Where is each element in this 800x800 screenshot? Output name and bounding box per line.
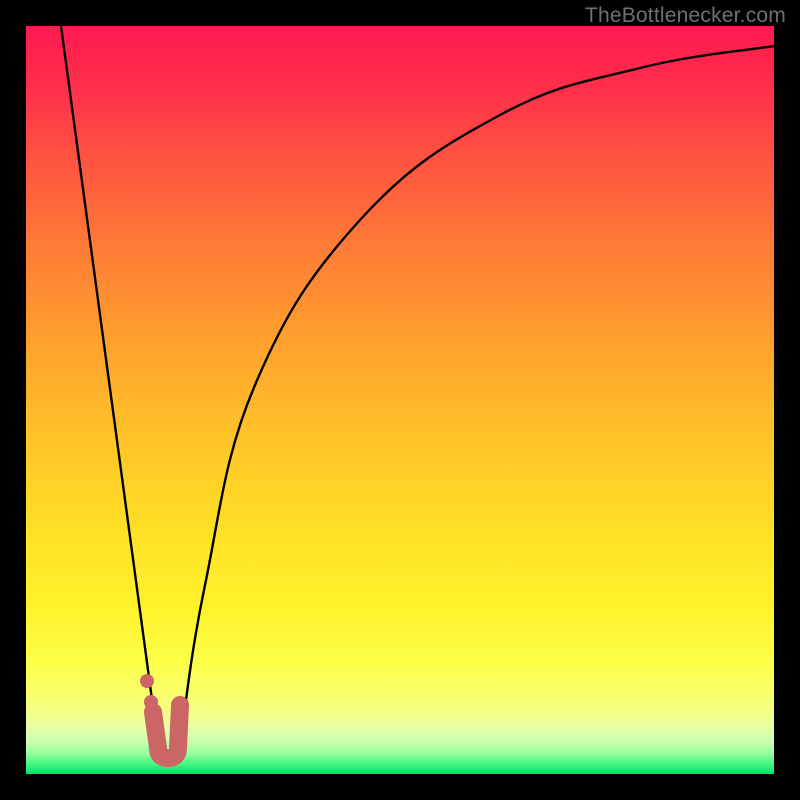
valley-dot-2 — [144, 695, 158, 709]
chart-container: TheBottlenecker.com — [0, 0, 800, 800]
watermark-text: TheBottlenecker.com — [585, 4, 786, 28]
gradient-background — [26, 26, 774, 774]
chart-svg — [0, 0, 800, 800]
valley-dot-1 — [140, 674, 154, 688]
